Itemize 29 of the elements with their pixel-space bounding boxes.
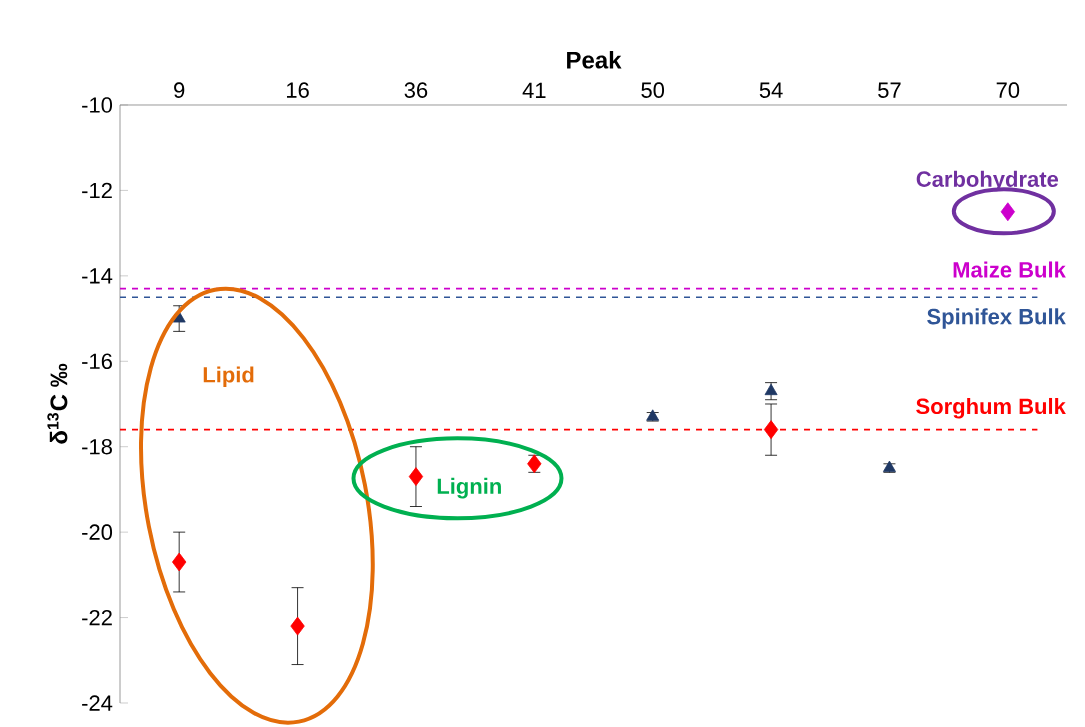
x-tick-label: 41: [522, 82, 546, 98]
y-tick-label: -10: [82, 97, 113, 113]
x-tick-label: 70: [996, 82, 1020, 98]
y-tick-label: -14: [82, 268, 113, 284]
x-tick-label: 9: [174, 82, 185, 98]
point: [763, 420, 779, 440]
y-axis-title: δ$^{13}$C ‰: [47, 363, 68, 444]
y-tick-label: -20: [82, 524, 113, 540]
x-tick-label: 50: [641, 82, 665, 98]
annotation: Lignin: [437, 477, 501, 499]
y-tick-label: -22: [82, 609, 112, 626]
ref-line-label: Maize Bulk: [953, 261, 1066, 278]
x-axis-title: Peak: [567, 51, 622, 69]
point: [408, 467, 424, 487]
x-tick-label: 36: [404, 82, 428, 98]
y-tick-label: -12: [82, 182, 112, 199]
ref-line-label: Spinifex Bulk: [927, 308, 1066, 329]
point: [172, 552, 187, 572]
point: [290, 616, 305, 636]
annotation: Lipid: [203, 366, 254, 387]
x-tick-label: 54: [759, 82, 783, 98]
point: [1000, 202, 1015, 222]
y-tick-label: -18: [82, 438, 112, 455]
ref-line-label: Sorghum Bulk: [916, 397, 1066, 419]
y-tick-label: -16: [82, 353, 112, 370]
x-tick-label: 57: [878, 82, 901, 98]
annotation: Carbohydrate: [916, 170, 1059, 192]
x-tick-label: 16: [286, 82, 309, 98]
y-tick-label: -24: [82, 695, 113, 711]
